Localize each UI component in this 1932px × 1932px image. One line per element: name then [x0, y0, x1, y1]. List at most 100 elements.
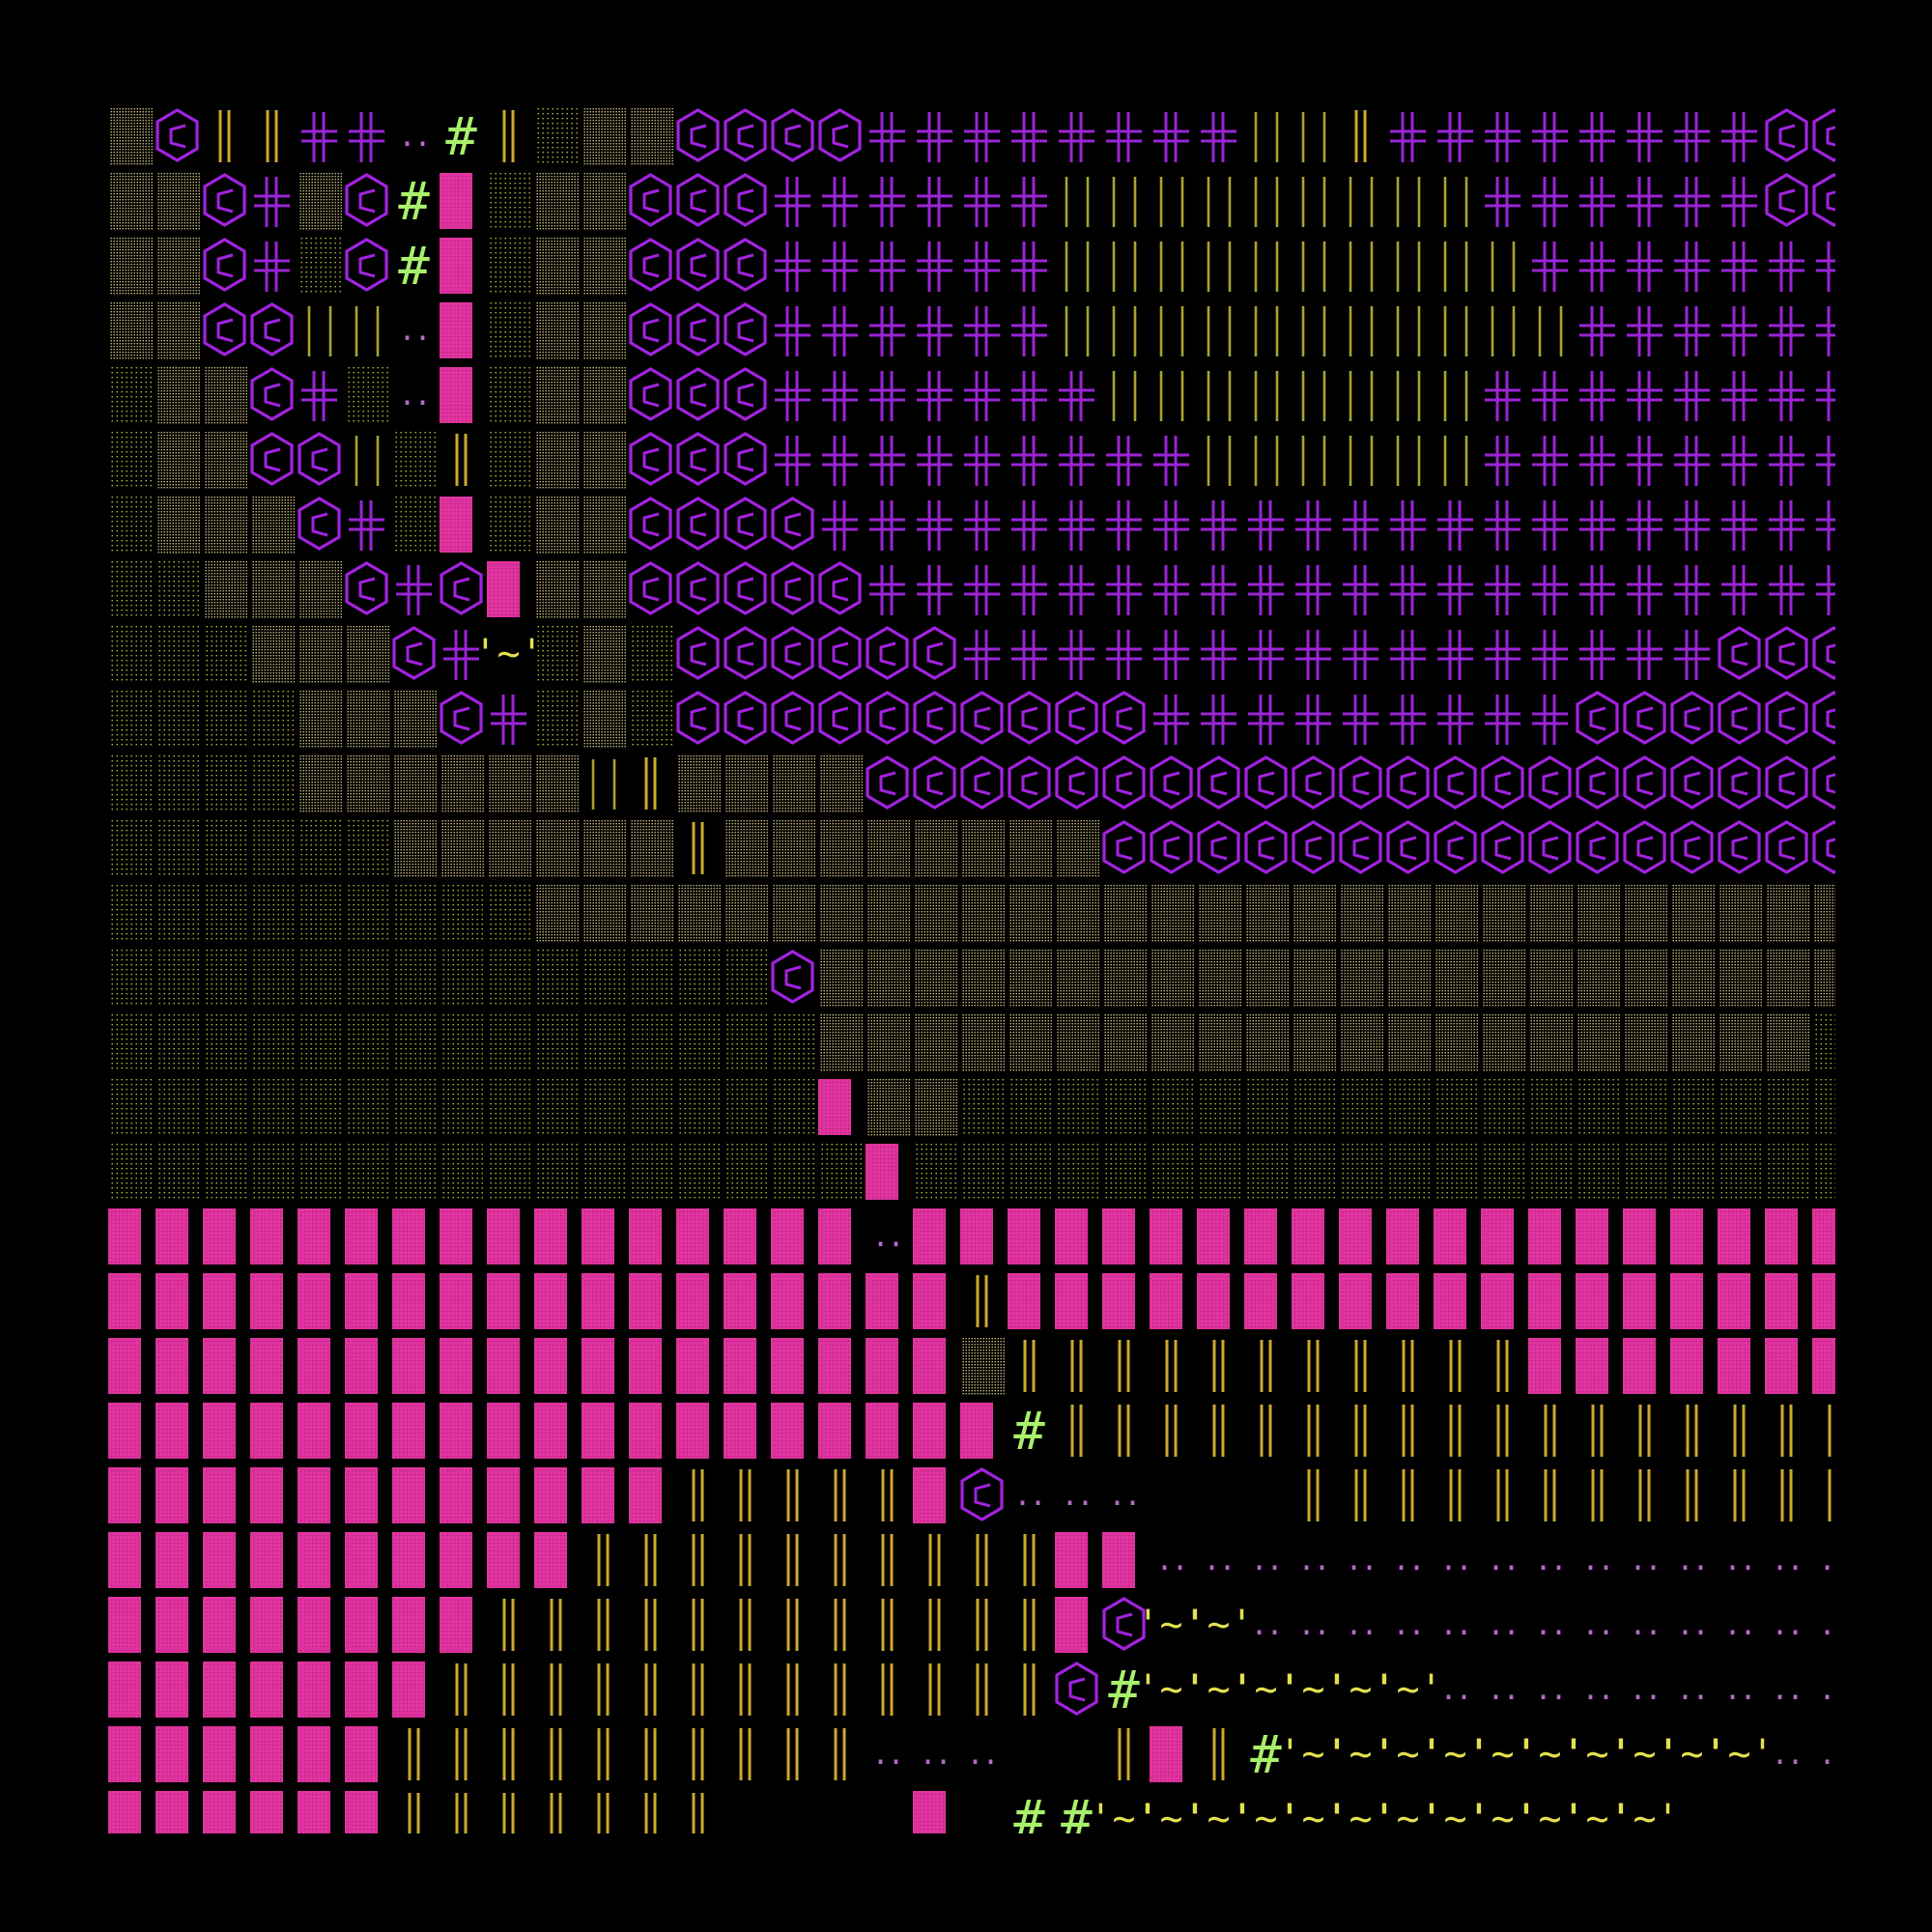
hexagon-wall-icon — [1006, 752, 1053, 816]
double-post-icon — [1337, 1399, 1384, 1463]
pale-post-icon — [1337, 234, 1384, 298]
hexagon-wall-icon — [674, 104, 722, 169]
double-cross-pillar-icon — [1716, 169, 1763, 234]
gravel-floor-tile — [248, 557, 296, 622]
hexagon-wall-icon — [1810, 622, 1835, 687]
double-post-icon — [390, 1787, 438, 1833]
double-post-icon — [627, 1528, 674, 1593]
dots-mark: .. — [864, 1205, 911, 1269]
double-cross-pillar-icon — [1479, 622, 1526, 687]
double-cross-pillar-icon — [1574, 428, 1621, 493]
grass-floor-tile — [390, 428, 438, 493]
gravel-floor-tile — [1526, 1010, 1574, 1075]
double-cross-pillar-icon — [1621, 169, 1668, 234]
double-cross-pillar-icon — [1479, 687, 1526, 752]
double-post-icon — [1290, 1334, 1337, 1399]
gravel-floor-tile — [106, 234, 154, 298]
gravel-floor-tile — [1290, 881, 1337, 946]
double-cross-pillar-icon — [1810, 298, 1835, 363]
gravel-floor-tile — [816, 881, 864, 946]
double-cross-pillar-icon — [1148, 104, 1195, 169]
grass-floor-tile — [296, 816, 343, 881]
double-cross-pillar-icon — [911, 428, 958, 493]
hexagon-wall-icon — [769, 557, 816, 622]
hexagon-wall-icon — [627, 493, 674, 557]
gravel-floor-tile — [1006, 946, 1053, 1010]
hexagon-wall-icon — [722, 622, 769, 687]
dots-mark: .. — [1242, 1593, 1290, 1658]
double-cross-pillar-icon — [1574, 234, 1621, 298]
double-post-icon — [722, 1658, 769, 1722]
gravel-floor-tile — [532, 298, 580, 363]
grass-floor-tile — [1574, 1140, 1621, 1205]
dots-mark-text: .. — [1676, 1647, 1707, 1734]
double-cross-pillar-icon — [1053, 104, 1100, 169]
grass-floor-tile — [390, 1075, 438, 1140]
grass-floor-tile — [201, 1075, 248, 1140]
double-cross-pillar-icon — [1668, 428, 1716, 493]
double-cross-pillar-icon — [864, 363, 911, 428]
double-cross-pillar-icon — [1006, 234, 1053, 298]
pink-floor-tile — [343, 1658, 390, 1722]
grass-floor-tile — [816, 1140, 864, 1205]
double-cross-pillar-icon — [769, 298, 816, 363]
hexagon-wall-icon — [1100, 752, 1148, 816]
double-post-icon — [485, 1658, 532, 1722]
pale-post-icon — [1242, 104, 1290, 169]
dots-mark-text: .. — [1771, 1712, 1802, 1799]
double-post-icon — [674, 1722, 722, 1787]
pink-floor-tile — [248, 1722, 296, 1787]
hash-mark-text: # — [1250, 1722, 1282, 1787]
grass-floor-tile — [106, 493, 154, 557]
pink-floor-tile — [248, 1399, 296, 1463]
double-post-icon — [485, 1787, 532, 1833]
pink-floor-tile — [248, 1658, 296, 1722]
grass-floor-tile — [1810, 1075, 1835, 1140]
gravel-floor-tile — [390, 752, 438, 816]
pale-post-icon — [1384, 428, 1432, 493]
double-post-icon — [1195, 1334, 1242, 1399]
pink-floor-tile — [674, 1269, 722, 1334]
grass-floor-tile — [106, 946, 154, 1010]
gravel-floor-tile — [390, 816, 438, 881]
pink-floor-tile — [1526, 1205, 1574, 1269]
pink-floor-tile — [1337, 1269, 1384, 1334]
pink-floor-tile — [911, 1334, 958, 1399]
hexagon-wall-icon — [1432, 816, 1479, 881]
double-cross-pillar-icon — [1526, 363, 1574, 428]
double-cross-pillar-icon — [1763, 363, 1810, 428]
double-post-icon — [769, 1528, 816, 1593]
hexagon-wall-icon — [627, 557, 674, 622]
double-cross-pillar-icon — [1763, 557, 1810, 622]
double-cross-pillar-icon — [390, 557, 438, 622]
pink-floor-tile — [532, 1334, 580, 1399]
grass-floor-tile — [106, 1140, 154, 1205]
grass-floor-tile — [674, 1075, 722, 1140]
double-cross-pillar-icon — [1716, 234, 1763, 298]
double-post-icon — [958, 1593, 1006, 1658]
pink-floor-tile — [722, 1399, 769, 1463]
pink-floor-tile — [201, 1528, 248, 1593]
double-post-icon — [674, 1787, 722, 1833]
pink-floor-tile — [532, 1463, 580, 1528]
double-cross-pillar-icon — [816, 169, 864, 234]
double-cross-pillar-icon — [1195, 622, 1242, 687]
pink-floor-tile — [485, 1528, 532, 1593]
pink-floor-tile — [1053, 1593, 1100, 1658]
gravel-floor-tile — [1810, 946, 1835, 1010]
double-post-icon — [1006, 1528, 1053, 1593]
gravel-floor-tile — [1479, 946, 1526, 1010]
double-cross-pillar-icon — [1006, 363, 1053, 428]
pink-floor-tile — [201, 1334, 248, 1399]
gravel-floor-tile — [1574, 881, 1621, 946]
double-cross-pillar-icon — [1621, 493, 1668, 557]
double-post-icon — [1148, 1399, 1195, 1463]
pink-floor-tile — [106, 1722, 154, 1787]
gravel-floor-tile — [532, 752, 580, 816]
pink-floor-tile — [343, 1787, 390, 1833]
pink-floor-tile — [438, 1205, 485, 1269]
grass-floor-tile — [1810, 1010, 1835, 1075]
gravel-floor-tile — [532, 557, 580, 622]
double-cross-pillar-icon — [864, 104, 911, 169]
hexagon-wall-icon — [627, 428, 674, 493]
